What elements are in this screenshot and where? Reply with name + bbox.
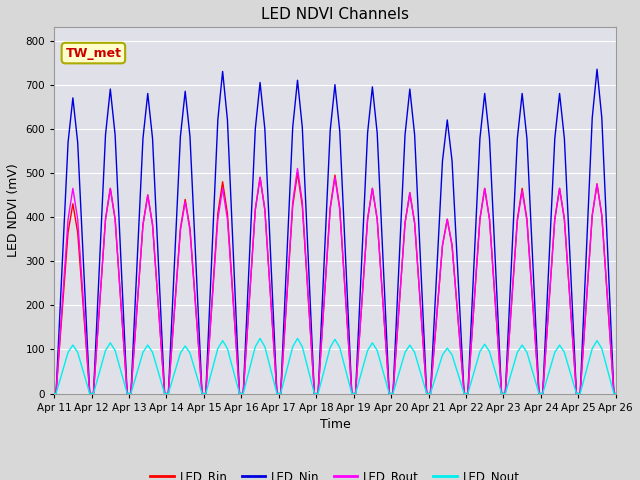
Y-axis label: LED NDVI (mV): LED NDVI (mV) (7, 164, 20, 257)
Title: LED NDVI Channels: LED NDVI Channels (261, 7, 409, 22)
Text: TW_met: TW_met (65, 47, 122, 60)
Legend: LED_Rin, LED_Nin, LED_Rout, LED_Nout: LED_Rin, LED_Nin, LED_Rout, LED_Nout (145, 466, 525, 480)
X-axis label: Time: Time (319, 418, 350, 431)
